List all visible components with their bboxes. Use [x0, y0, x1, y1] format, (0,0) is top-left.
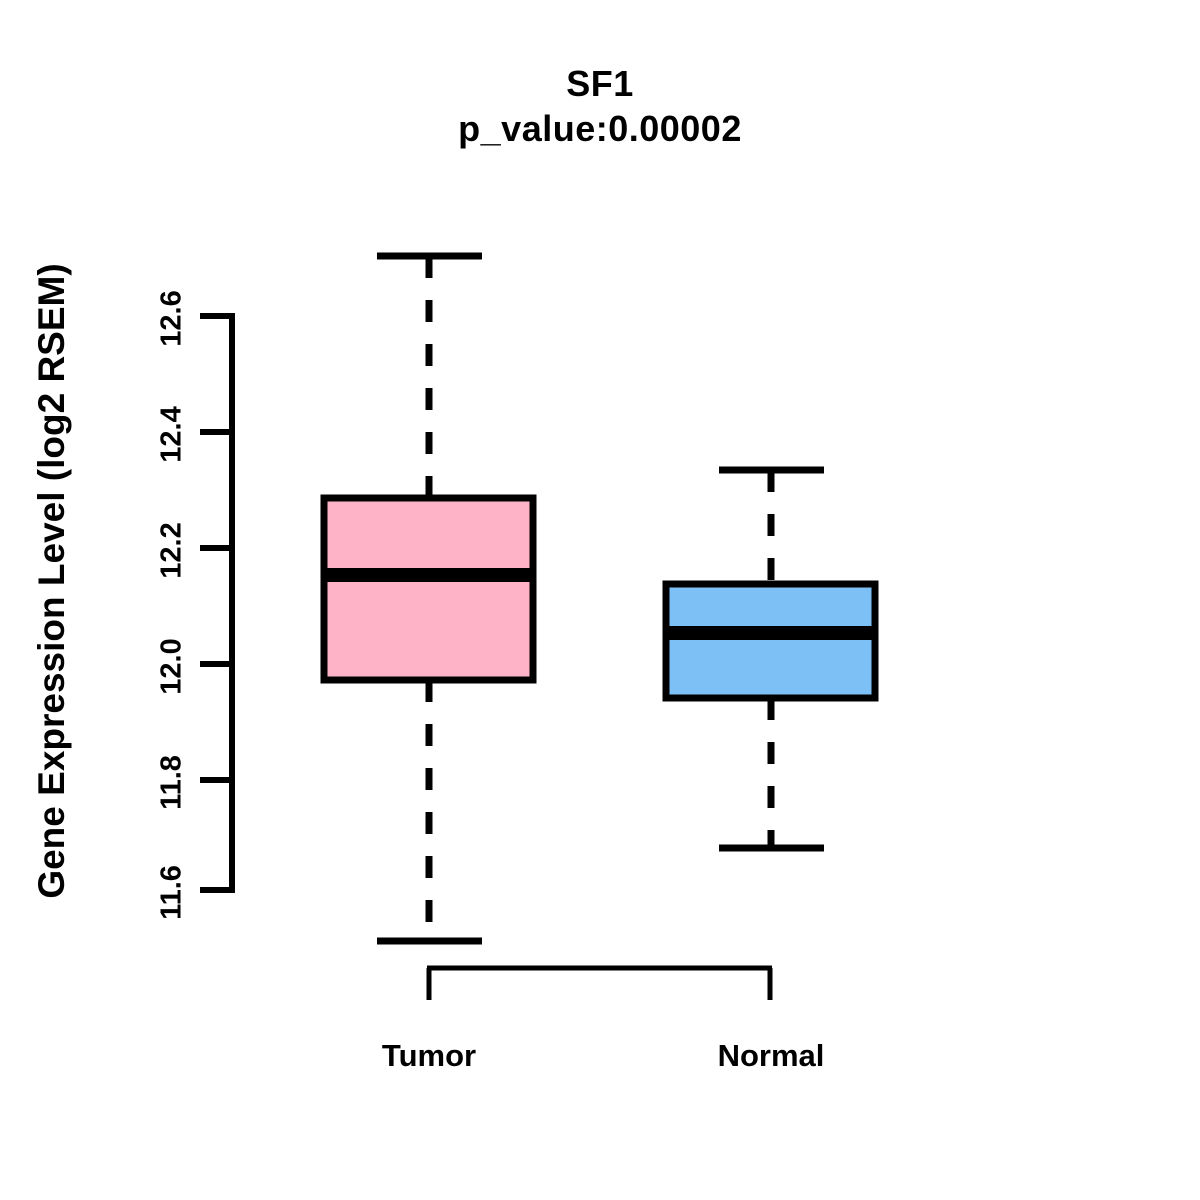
y-axis [200, 313, 235, 893]
y-tick-label-5: 11.6 [155, 865, 188, 920]
y-tick-label-4: 11.8 [155, 755, 188, 810]
box-rect-tumor [320, 494, 537, 684]
y-tick-label-3: 12.0 [155, 638, 188, 695]
y-tick-label-0: 12.6 [155, 290, 188, 347]
box-tumor [320, 252, 537, 945]
box-normal [662, 466, 879, 852]
x-tick-label-tumor: Tumor [381, 1038, 477, 1073]
box-rect-normal [662, 580, 879, 702]
y-tick-label-2: 12.2 [155, 522, 188, 579]
y-tick-label-1: 12.4 [155, 406, 188, 463]
x-tick-label-normal: Normal [717, 1038, 825, 1073]
x-axis [426, 965, 773, 1000]
